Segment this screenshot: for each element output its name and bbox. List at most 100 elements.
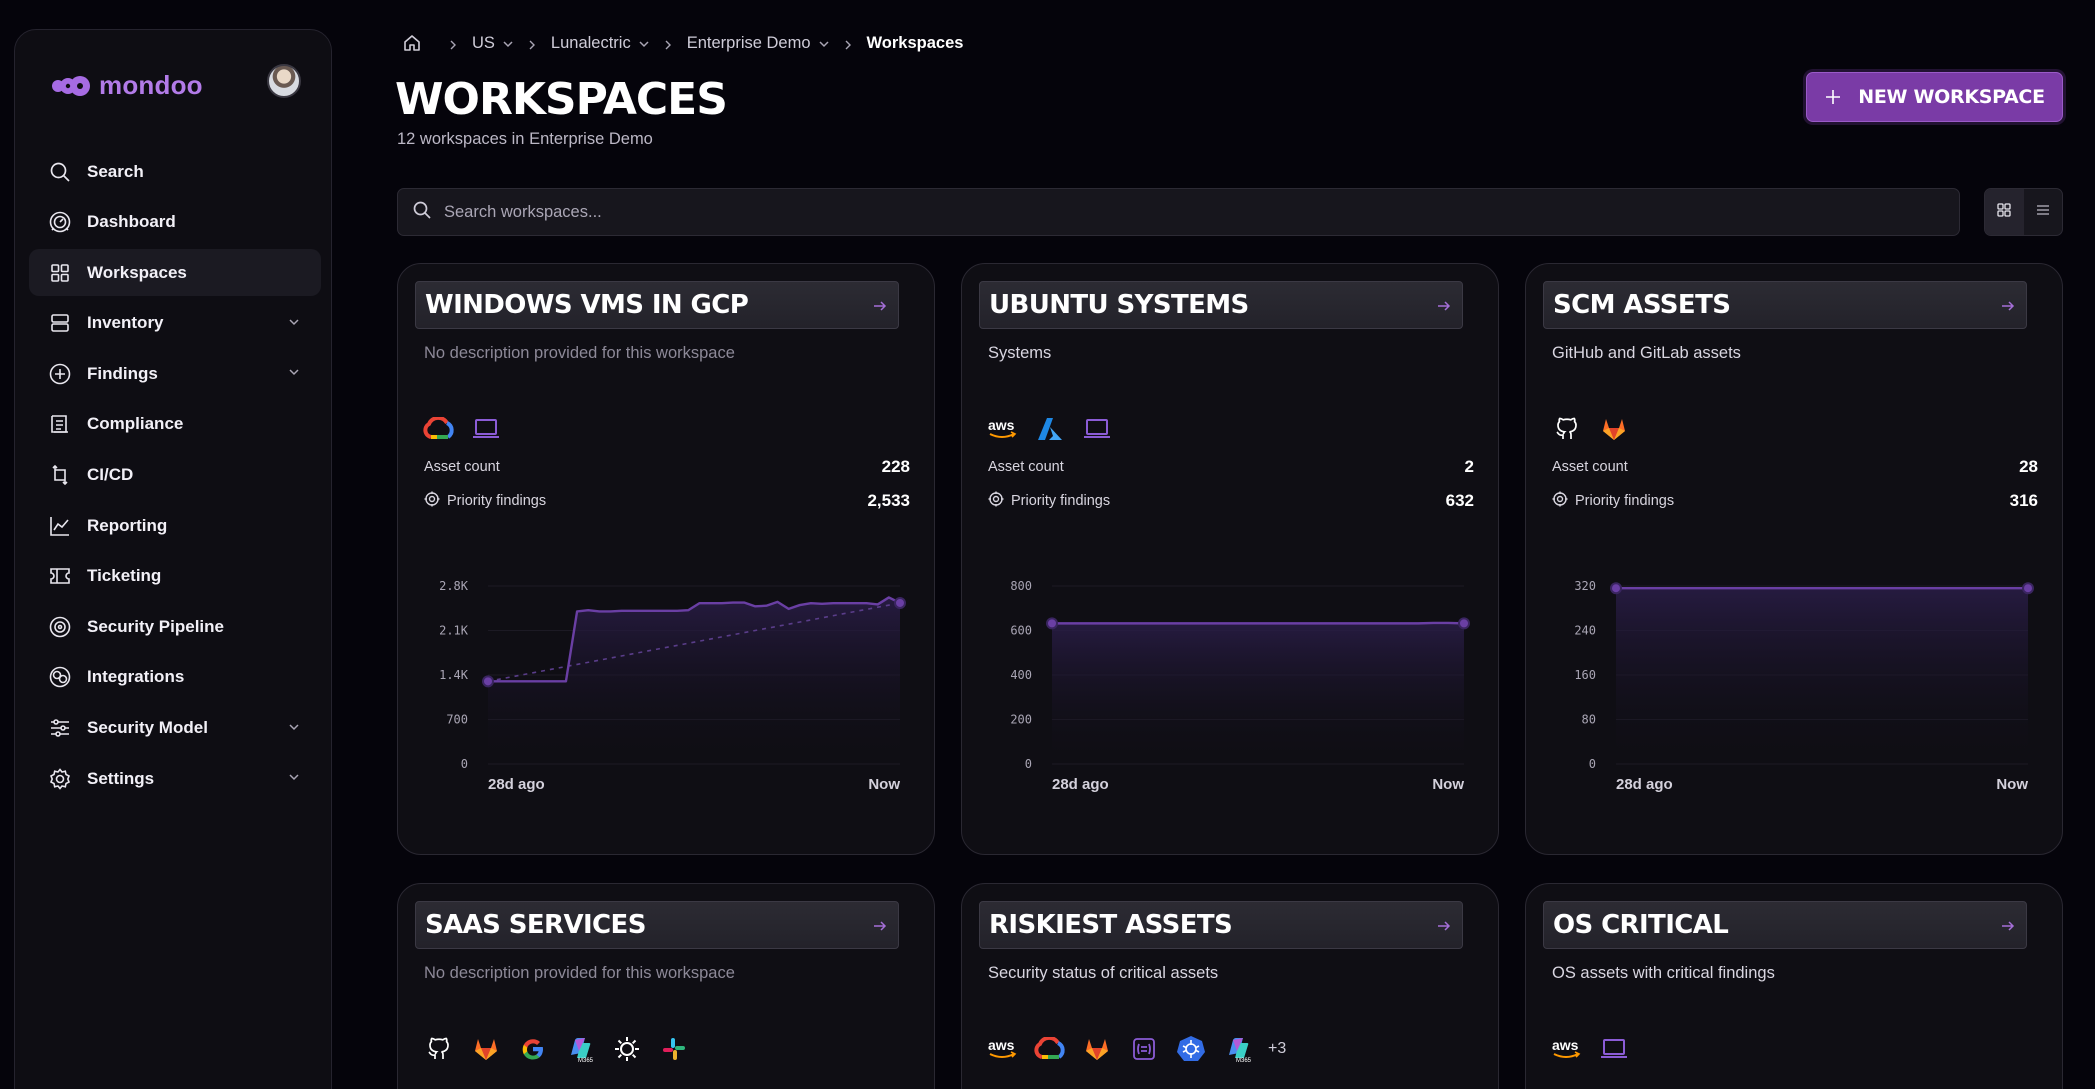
workspace-search[interactable] xyxy=(397,188,1960,236)
chart-ytick-label: 0 xyxy=(1025,757,1032,771)
integrations-icon xyxy=(47,664,73,690)
target-icon xyxy=(47,614,73,640)
sidebar-item-label: Workspaces xyxy=(87,262,187,282)
sidebar-item-security-pipeline[interactable]: Security Pipeline xyxy=(29,603,321,650)
arrow-right-icon xyxy=(1436,298,1452,314)
workspace-description: Systems xyxy=(988,344,1052,362)
sidebar-item-ci-cd[interactable]: CI/CD xyxy=(29,452,321,499)
workspace-card-header[interactable]: WINDOWS VMS IN GCP xyxy=(415,281,899,329)
gitlab-icon xyxy=(1597,412,1631,446)
svg-text:aws: aws xyxy=(1552,1037,1579,1053)
asset-count-row: Asset count 2 xyxy=(988,457,1474,477)
chevron-down-icon xyxy=(817,37,829,49)
asset-count-value: 28 xyxy=(2019,457,2038,476)
user-avatar[interactable] xyxy=(267,64,301,98)
target-small-icon xyxy=(1552,491,1568,511)
workspace-card-header[interactable]: SCM ASSETS xyxy=(1543,281,2027,329)
workspace-description: Security status of critical assets xyxy=(988,964,1219,982)
workspace-card[interactable]: SCM ASSETS GitHub and GitLab assets Asset … xyxy=(1525,263,2063,855)
chart-x-end-label: Now xyxy=(1996,776,2028,793)
breadcrumb-item[interactable]: Lunalectric xyxy=(551,34,649,53)
workspace-card[interactable]: OS CRITICAL OS assets with critical findi… xyxy=(1525,883,2063,1089)
gear-icon xyxy=(47,766,73,792)
workspace-title: UBUNTU SYSTEMS xyxy=(989,290,1249,320)
aws-icon: aws xyxy=(1550,1032,1584,1066)
chart-ytick-label: 80 xyxy=(1582,713,1596,727)
home-icon[interactable] xyxy=(402,33,422,53)
asset-count-label: Asset count xyxy=(988,459,1064,475)
breadcrumb-item[interactable]: Workspaces xyxy=(867,34,964,53)
priority-findings-row: Priority findings 316 xyxy=(1552,491,2038,511)
chevron-down-icon xyxy=(637,37,649,49)
asset-count-label: Asset count xyxy=(424,459,500,475)
workspace-card[interactable]: RISKIEST ASSETS Security status of critic… xyxy=(961,883,1499,1089)
chevron-down-icon xyxy=(501,37,513,49)
sidebar-item-compliance[interactable]: Compliance xyxy=(29,401,321,448)
aws-icon: aws xyxy=(986,412,1020,446)
chart-end-point xyxy=(1458,617,1470,630)
gcp-icon xyxy=(1033,1032,1067,1066)
checklist-icon xyxy=(47,411,73,437)
search-input[interactable] xyxy=(444,202,1959,222)
sliders-icon xyxy=(47,715,73,741)
workspace-card-header[interactable]: OS CRITICAL xyxy=(1543,901,2027,949)
sidebar-item-inventory[interactable]: Inventory xyxy=(29,300,321,347)
sidebar-item-search[interactable]: Search xyxy=(29,148,321,195)
priority-findings-value: 2,533 xyxy=(867,491,910,510)
chart-start-point xyxy=(1610,582,1622,595)
search-icon xyxy=(47,159,73,185)
priority-findings-value: 316 xyxy=(2009,491,2038,510)
new-workspace-button[interactable]: NEW WORKSPACE xyxy=(1806,72,2063,122)
chart-ytick-label: 800 xyxy=(1010,579,1032,593)
mondoo-logo[interactable]: mondoo xyxy=(51,70,203,101)
workspace-description: OS assets with critical findings xyxy=(1552,964,1775,982)
terraform-icon xyxy=(1127,1032,1161,1066)
sidebar-nav: Search Dashboard Workspaces Inventory Findin… xyxy=(29,148,321,806)
list-view-button[interactable] xyxy=(2024,189,2063,235)
workspace-card[interactable]: UBUNTU SYSTEMS Systems aws Asset count 2 Prio… xyxy=(961,263,1499,855)
chart-start-point xyxy=(482,675,494,688)
new-workspace-label: NEW WORKSPACE xyxy=(1858,86,2045,108)
workspace-card-header[interactable]: SAAS SERVICES xyxy=(415,901,899,949)
sidebar-item-integrations[interactable]: Integrations xyxy=(29,654,321,701)
workspace-card[interactable]: SAAS SERVICES No description provided for… xyxy=(397,883,935,1089)
workspace-card-header[interactable]: UBUNTU SYSTEMS xyxy=(979,281,1463,329)
workspace-card[interactable]: WINDOWS VMS IN GCP No description provide… xyxy=(397,263,935,855)
platform-icons xyxy=(1550,412,1631,446)
pipeline-icon xyxy=(47,462,73,488)
sidebar-item-workspaces[interactable]: Workspaces xyxy=(29,249,321,297)
priority-findings-row: Priority findings 2,533 xyxy=(424,491,910,511)
chart-end-point xyxy=(2022,582,2034,595)
breadcrumb-label: Lunalectric xyxy=(550,33,631,52)
workspace-title: OS CRITICAL xyxy=(1553,910,1729,940)
m365-icon: M365 xyxy=(1221,1032,1255,1066)
priority-findings-key: Priority findings xyxy=(988,491,1110,511)
priority-findings-label: Priority findings xyxy=(447,493,547,509)
sidebar-item-ticketing[interactable]: Ticketing xyxy=(29,553,321,600)
platform-icons: aws xyxy=(986,412,1114,446)
breadcrumb-item[interactable]: US xyxy=(472,34,513,53)
workspace-card-header[interactable]: RISKIEST ASSETS xyxy=(979,901,1463,949)
grid-view-button[interactable] xyxy=(1985,189,2024,235)
chevron-right-icon xyxy=(447,37,459,50)
priority-findings-value: 632 xyxy=(1445,491,1474,510)
grid-icon xyxy=(1997,202,2011,222)
chevron-down-icon xyxy=(287,770,303,786)
priority-findings-label: Priority findings xyxy=(1011,493,1111,509)
sidebar-item-settings[interactable]: Settings xyxy=(29,755,321,802)
gcp-icon xyxy=(422,412,456,446)
list-icon xyxy=(2036,203,2050,222)
priority-findings-key: Priority findings xyxy=(424,491,546,511)
breadcrumb-item[interactable]: Enterprise Demo xyxy=(687,34,829,53)
gitlab-icon xyxy=(469,1032,503,1066)
sidebar-item-security-model[interactable]: Security Model xyxy=(29,705,321,752)
priority-findings-label: Priority findings xyxy=(1575,493,1675,509)
sidebar-item-findings[interactable]: Findings xyxy=(29,350,321,397)
sidebar-item-dashboard[interactable]: Dashboard xyxy=(29,199,321,246)
chevron-right-icon xyxy=(526,37,538,50)
target-small-icon xyxy=(424,491,440,511)
chart-ytick-label: 320 xyxy=(1574,579,1596,593)
sidebar-item-reporting[interactable]: Reporting xyxy=(29,502,321,549)
chevron-down-icon xyxy=(287,315,303,331)
chevron-right-icon xyxy=(842,37,854,50)
